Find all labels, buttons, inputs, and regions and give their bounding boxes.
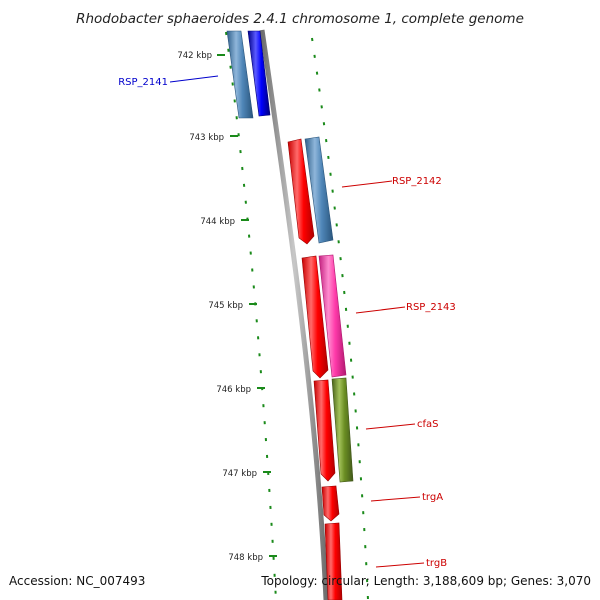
label-trgb[interactable]: trgB [375, 558, 447, 569]
chromosome-backbone [259, 29, 329, 600]
tick-748: 748 kbp [228, 553, 277, 563]
gene-label-trga[interactable]: trgA [422, 492, 443, 503]
gene-cfas[interactable] [313, 377, 354, 483]
genome-summary-text: Topology: circular; Length: 3,188,609 bp… [260, 574, 591, 588]
gene-rsp-2141-arrow[interactable] [247, 30, 271, 117]
map-title: Rhodobacter sphaeroides 2.4.1 chromosome… [76, 11, 524, 27]
gene-trgb[interactable] [324, 522, 343, 600]
cds-cfas-olive[interactable] [331, 377, 354, 483]
tick-744: 744 kbp [200, 217, 249, 227]
label-cfas[interactable]: cfaS [365, 419, 439, 430]
gene-rsp-2143[interactable] [301, 254, 347, 379]
gene-cfas-arrow[interactable] [313, 379, 336, 482]
label-rsp-2143[interactable]: RSP_2143 [355, 302, 456, 314]
gene-label-rsp-2143[interactable]: RSP_2143 [406, 302, 456, 313]
gene-rsp-2141[interactable] [226, 30, 271, 119]
tick-label-747: 747 kbp [222, 469, 257, 479]
tick-label-748: 748 kbp [228, 553, 263, 563]
tick-label-743: 743 kbp [189, 133, 224, 143]
gene-label-cfas[interactable]: cfaS [417, 419, 439, 430]
cds-rsp-2143-magenta[interactable] [318, 254, 347, 378]
gene-rsp-2143-arrow[interactable] [301, 255, 329, 379]
label-rsp-2141[interactable]: RSP_2141 [118, 75, 219, 88]
gene-label-rsp-2142[interactable]: RSP_2142 [392, 176, 442, 187]
tick-746: 746 kbp [216, 385, 265, 395]
cds-rsp-2142-steelblue[interactable] [304, 136, 334, 244]
tick-747: 747 kbp [222, 469, 271, 479]
accession-text: Accession: NC_007493 [9, 574, 145, 588]
gene-trga-arrow[interactable] [321, 485, 340, 522]
tick-label-744: 744 kbp [200, 217, 235, 227]
gene-trga[interactable] [321, 485, 340, 522]
label-rsp-2142[interactable]: RSP_2142 [341, 176, 442, 188]
tick-745: 745 kbp [208, 301, 257, 311]
tick-743: 743 kbp [189, 133, 238, 143]
tick-742: 742 kbp [177, 51, 225, 61]
gene-label-trgb[interactable]: trgB [426, 558, 447, 569]
tick-label-742: 742 kbp [177, 51, 212, 61]
gene-rsp-2142-arrow[interactable] [287, 138, 315, 245]
label-trga[interactable]: trgA [370, 492, 443, 503]
tick-label-745: 745 kbp [208, 301, 243, 311]
cds-rsp-2141-steelblue[interactable] [226, 30, 254, 119]
gene-label-rsp-2141[interactable]: RSP_2141 [118, 77, 168, 88]
gene-rsp-2142[interactable] [287, 136, 334, 245]
inner-tick-arc [225, 31, 277, 600]
gene-trgb-arrow[interactable] [324, 522, 343, 600]
tick-label-746: 746 kbp [216, 385, 251, 395]
